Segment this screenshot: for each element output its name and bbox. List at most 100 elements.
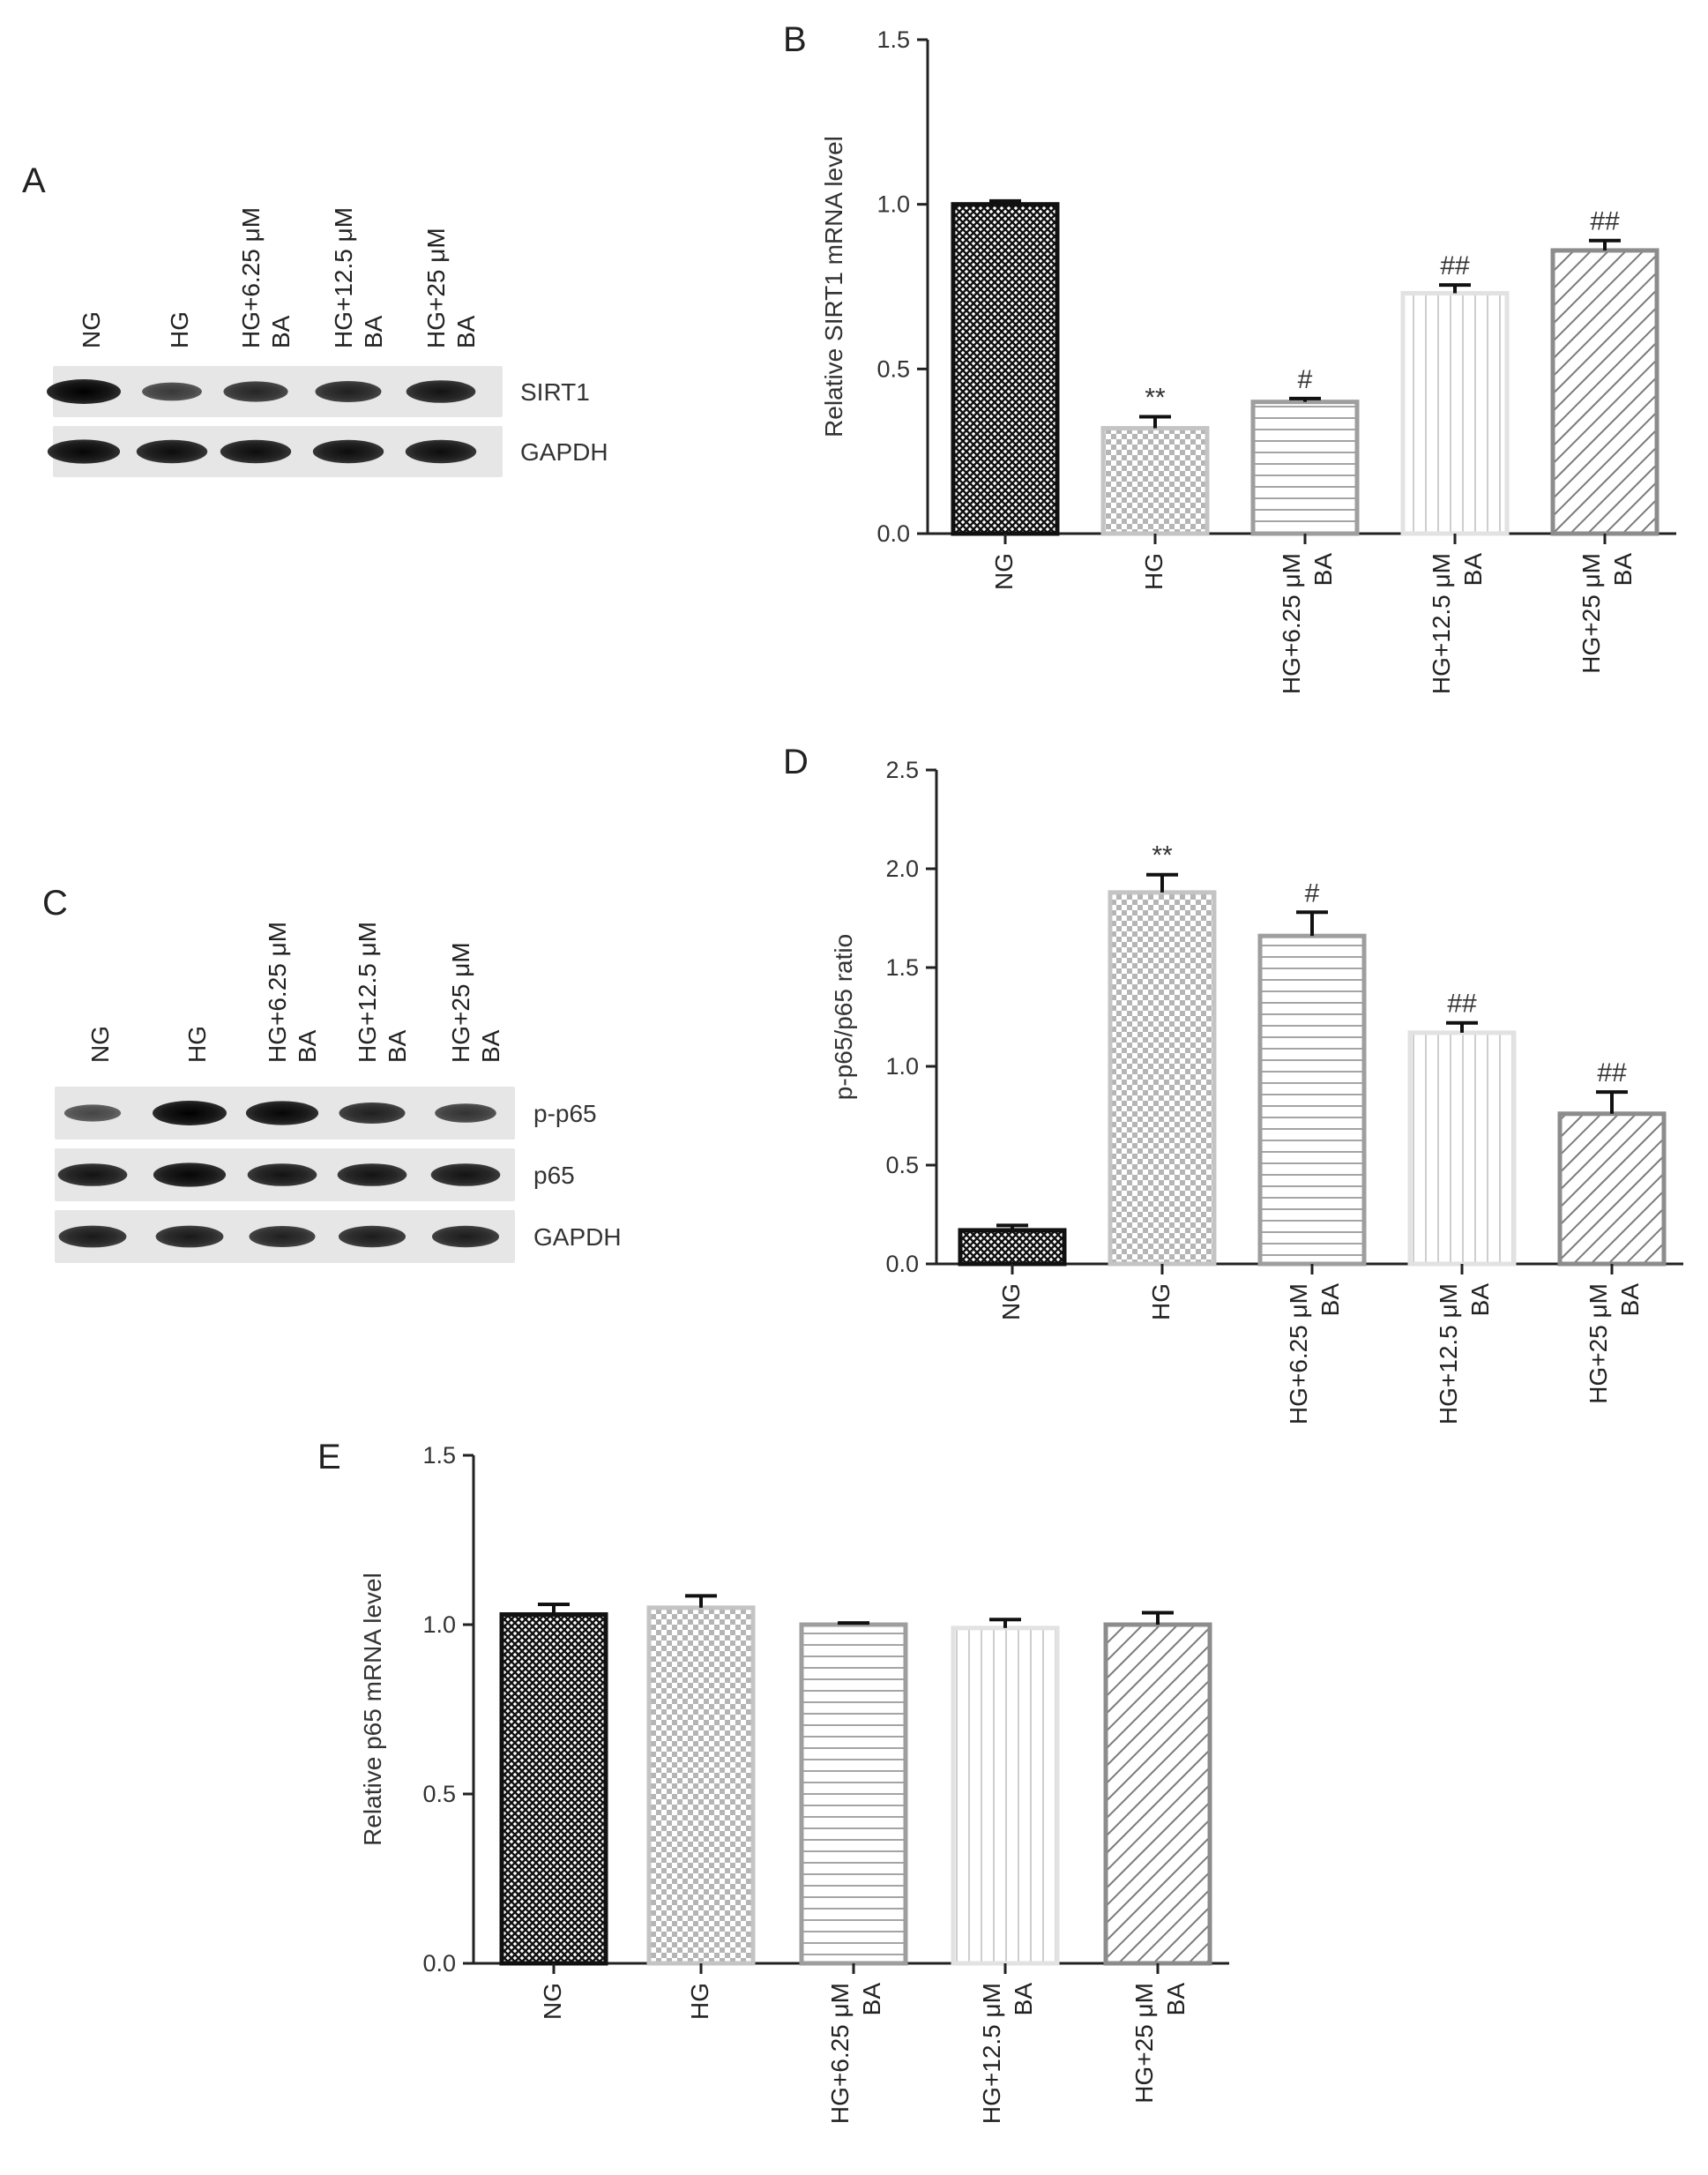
x-tick-label-line: HG+25 μM bbox=[1577, 553, 1605, 674]
bar-1 bbox=[646, 1605, 756, 1966]
panel-letter-e: E bbox=[317, 1438, 341, 1476]
bar-1 bbox=[1108, 890, 1217, 1267]
x-tick-label: HG bbox=[1147, 1283, 1175, 1320]
x-tick-label: HG bbox=[686, 1983, 713, 2020]
blot-band bbox=[136, 439, 208, 464]
significance-label: ## bbox=[1590, 207, 1620, 236]
y-axis-title: p-p65/p65 ratio bbox=[830, 934, 857, 1100]
blot-band bbox=[47, 439, 121, 464]
significance-label: ## bbox=[1447, 990, 1477, 1019]
x-tick-label: HG+6.25 μM BA bbox=[826, 1983, 885, 2124]
x-tick-label-line: HG bbox=[1147, 1283, 1175, 1320]
bar-2 bbox=[799, 1622, 908, 1966]
panel-letter-d: D bbox=[783, 743, 809, 781]
significance-label: ## bbox=[1597, 1058, 1627, 1088]
blot-band bbox=[57, 1163, 128, 1186]
x-tick-label-line: BA bbox=[1010, 1983, 1037, 2016]
x-tick-label-line: BA bbox=[1466, 1283, 1494, 1317]
y-tick-label: 2.0 bbox=[885, 856, 919, 882]
blot-band bbox=[155, 1225, 224, 1248]
lane-label-line: BA bbox=[360, 315, 387, 348]
lane-label-line: HG bbox=[183, 1026, 211, 1063]
lane-label-line: BA bbox=[477, 1029, 504, 1063]
x-tick-label-line: BA bbox=[858, 1983, 885, 2016]
bar-3 bbox=[1400, 290, 1510, 536]
x-tick-label: HG+12.5 μM BA bbox=[1435, 1283, 1494, 1424]
y-axis-title: Relative SIRT1 mRNA level bbox=[820, 136, 847, 437]
lane-label: HG+12.5 μM BA bbox=[354, 922, 411, 1063]
x-tick-label-line: HG+6.25 μM bbox=[1285, 1283, 1312, 1424]
significance-label: ** bbox=[1145, 383, 1166, 412]
blot-band bbox=[338, 1225, 406, 1248]
lane-label-line: BA bbox=[452, 315, 480, 348]
lane-label: HG bbox=[183, 1026, 211, 1063]
western-blot-p65: C NG HG HG+6.25 μM BA HG+12.5 μM BA HG+25 μM BA… bbox=[42, 884, 622, 1263]
blot-label: GAPDH bbox=[520, 438, 608, 466]
lane-label: HG+6.25 μM BA bbox=[264, 922, 321, 1063]
blot-row-gapdh bbox=[55, 1210, 515, 1263]
lane-label-line: BA bbox=[294, 1029, 321, 1063]
blot-band bbox=[142, 382, 202, 401]
x-tick-label-line: BA bbox=[1459, 553, 1487, 587]
x-tick-label-line: BA bbox=[1316, 1283, 1344, 1317]
bar-4 bbox=[1550, 248, 1660, 536]
x-tick-label-line: HG+12.5 μM bbox=[1428, 553, 1455, 694]
panel-letter-a: A bbox=[22, 161, 46, 200]
x-tick-label-line: NG bbox=[539, 1983, 566, 2020]
panel-letter-b: B bbox=[783, 20, 807, 59]
lane-label-line: HG+25 μM bbox=[422, 228, 450, 348]
blot-label: GAPDH bbox=[533, 1223, 622, 1251]
lane-label: HG bbox=[166, 311, 193, 348]
blot-band bbox=[249, 1226, 316, 1247]
significance-label: ## bbox=[1440, 251, 1470, 280]
y-tick-label: 1.0 bbox=[422, 1611, 456, 1638]
blot-band bbox=[47, 379, 121, 404]
lane-label-line: BA bbox=[267, 315, 295, 348]
blot-band bbox=[339, 1102, 406, 1124]
blot-band bbox=[247, 1163, 317, 1186]
x-tick-label-line: BA bbox=[1609, 553, 1637, 587]
x-tick-label: HG bbox=[1140, 553, 1167, 590]
lane-label-line: HG bbox=[166, 311, 193, 348]
blot-band bbox=[245, 1101, 319, 1125]
bar-4 bbox=[1103, 1622, 1212, 1966]
bar-4 bbox=[1557, 1111, 1667, 1267]
lane-label-line: NG bbox=[86, 1026, 114, 1063]
x-tick-label: HG+25 μM BA bbox=[1585, 1283, 1644, 1404]
x-tick-label-line: NG bbox=[997, 1283, 1025, 1320]
bar-0 bbox=[951, 202, 1060, 536]
y-tick-label: 0.0 bbox=[885, 1251, 919, 1277]
blot-row-p65 bbox=[55, 1148, 515, 1201]
x-tick-label-line: HG+12.5 μM bbox=[1435, 1283, 1462, 1424]
lane-label-line: HG+6.25 μM bbox=[264, 922, 291, 1063]
y-tick-label: 1.0 bbox=[885, 1053, 919, 1080]
chart-e-relative-p65-mrna: E 0.0 0.5 1.0 1.5 Relative p65 mRNA level NG HG… bbox=[317, 1438, 1229, 2124]
y-tick-label: 0.5 bbox=[876, 355, 910, 382]
blot-band bbox=[430, 1163, 501, 1186]
x-tick-label-line: BA bbox=[1309, 553, 1337, 587]
lane-label-line: HG+12.5 μM bbox=[330, 207, 357, 348]
lane-label-line: HG+12.5 μM bbox=[354, 922, 381, 1063]
lane-label: NG bbox=[78, 311, 105, 348]
bar-3 bbox=[1407, 1030, 1517, 1267]
blot-label: SIRT1 bbox=[520, 378, 590, 406]
blot-band bbox=[153, 1162, 227, 1187]
blot-row-sirt1 bbox=[47, 366, 503, 417]
x-tick-label-line: HG bbox=[1140, 553, 1167, 590]
bar-2 bbox=[1257, 933, 1367, 1267]
lane-label: HG+12.5 μM BA bbox=[330, 207, 387, 348]
blot-band bbox=[406, 380, 476, 403]
x-tick-label: NG bbox=[539, 1983, 566, 2020]
bar-0 bbox=[958, 1228, 1067, 1267]
lane-label: NG bbox=[86, 1026, 114, 1063]
blot-label: p-p65 bbox=[533, 1100, 597, 1127]
y-axis-title: Relative p65 mRNA level bbox=[359, 1573, 386, 1846]
lane-label: HG+25 μM BA bbox=[447, 942, 504, 1063]
bar-3 bbox=[951, 1626, 1060, 1966]
y-tick-label: 2.5 bbox=[885, 757, 919, 783]
blot-band bbox=[223, 381, 288, 402]
x-tick-label: HG+25 μM BA bbox=[1130, 1983, 1190, 2104]
x-tick-label-line: HG+12.5 μM bbox=[978, 1983, 1005, 2124]
x-tick-label: NG bbox=[997, 1283, 1025, 1320]
